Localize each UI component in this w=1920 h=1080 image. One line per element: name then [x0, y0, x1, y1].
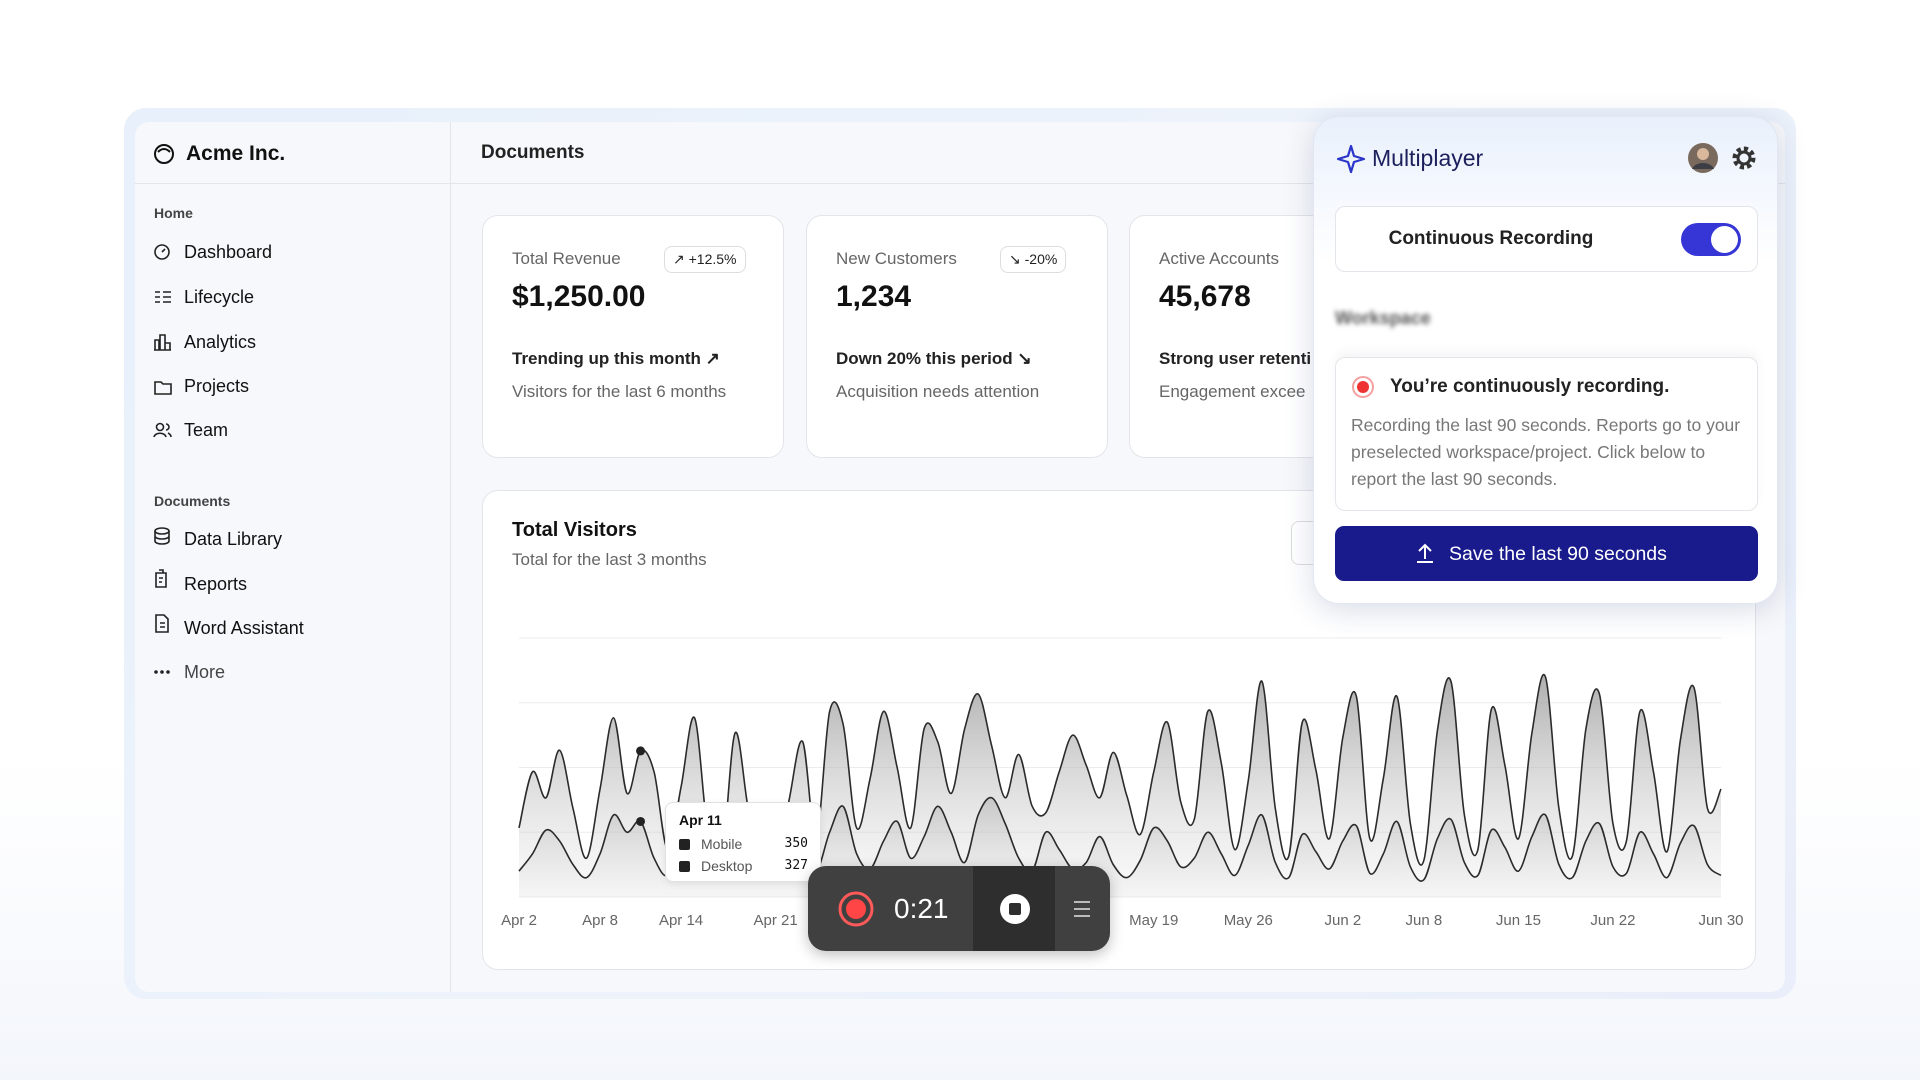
nav-item[interactable]: Dashboard: [184, 242, 273, 262]
tooltip-dot: [636, 746, 646, 756]
recorder: 0:21: [808, 866, 1110, 951]
notice-title: You’re continuously recording.: [1390, 376, 1670, 397]
card-note: Visitors for the last 6 months: [512, 382, 727, 401]
avatar[interactable]: [1686, 141, 1720, 175]
multiplayer-logo: [1336, 144, 1366, 174]
card-label: New Customers: [836, 249, 957, 268]
chart-subtitle: Total for the last 3 months: [512, 550, 707, 569]
popup-brand: Multiplayer: [1372, 145, 1484, 171]
x-tick-label: May 26: [1224, 912, 1273, 929]
x-tick-label: Jun 2: [1324, 912, 1361, 929]
record-dot: [1352, 376, 1374, 398]
nav-item[interactable]: More: [184, 662, 226, 682]
toggle-label: Continuous Recording: [1388, 228, 1594, 249]
x-tick-label: Jun 30: [1698, 912, 1743, 929]
save-button[interactable]: Save the last 90 seconds: [1335, 526, 1758, 581]
nav-item[interactable]: Lifecycle: [184, 287, 255, 307]
menu-icon[interactable]: [1070, 897, 1094, 921]
notice-body: Recording the last 90 seconds. Reports g…: [1351, 415, 1741, 489]
badge-text: -20%: [1024, 251, 1058, 267]
card-value: 1,234: [836, 280, 912, 313]
x-tick-label: Jun 15: [1496, 912, 1541, 929]
tooltip: Apr 11 Mobile 350 Desktop 327: [665, 802, 821, 882]
chart-card: Total Visitors Total for the last 3 mont…: [482, 490, 1756, 970]
tooltip-dot: [636, 816, 646, 826]
stop-button[interactable]: [973, 866, 1055, 951]
toggle-row: Continuous Recording: [1335, 206, 1758, 272]
multiplayer-popup: Multiplayer Continuous Recording Workspa…: [1313, 116, 1778, 604]
section-label: Workspace: [1335, 308, 1431, 328]
toggle[interactable]: [1681, 223, 1741, 256]
card-trend: Strong user retenti: [1159, 349, 1312, 368]
tooltip-value: 350: [784, 836, 808, 851]
chart-title: Total Visitors: [512, 519, 637, 541]
x-tick-label: Apr 2: [501, 912, 537, 929]
divider: [451, 183, 1785, 184]
x-tick-label: Apr 8: [582, 912, 618, 929]
badge-text: +12.5%: [688, 251, 737, 267]
x-tick-label: May 19: [1129, 912, 1178, 929]
card-badge: ↗ +12.5%: [664, 246, 746, 273]
nav-item[interactable]: Analytics: [184, 332, 257, 352]
nav-icons: [153, 244, 172, 674]
record-time: 0:21: [894, 893, 949, 924]
nav-item[interactable]: Word Assistant: [184, 618, 304, 638]
nav-item[interactable]: Team: [184, 420, 229, 440]
x-tick-label: Apr 21: [754, 912, 798, 929]
stop-icon: [1000, 894, 1030, 924]
legend-label: Mobile: [701, 836, 743, 852]
card-value: 45,678: [1159, 280, 1251, 313]
card-label: Total Revenue: [512, 249, 621, 268]
tooltip-value: 327: [784, 858, 808, 873]
section-title: Documents: [154, 493, 231, 509]
nav-item[interactable]: Projects: [184, 376, 250, 396]
page-title: Documents: [481, 142, 585, 163]
nav-item[interactable]: Data Library: [184, 529, 283, 549]
sidebar: Acme Inc. Home Dashboard Lifecycle Analy…: [135, 122, 451, 992]
toggle-knob: [1711, 226, 1738, 253]
section-title: Home: [154, 205, 193, 221]
x-tick-label: Jun 8: [1406, 912, 1443, 929]
card-value: $1,250.00: [512, 280, 646, 313]
trend-text: Down 20% this period: [836, 349, 1013, 368]
card-trend: Down 20% this period ↘: [836, 349, 1032, 368]
x-tick-label: Apr 14: [659, 912, 703, 929]
stat-card: Total Revenue ↗ +12.5% $1,250.00 Trendin…: [482, 215, 784, 458]
area-line: [518, 673, 1722, 871]
save-button-label: Save the last 90 seconds: [1449, 543, 1667, 565]
upload-icon: [1417, 543, 1433, 563]
card-note: Engagement excee: [1159, 382, 1306, 401]
settings-icon[interactable]: [1730, 144, 1758, 172]
legend-swatch: [679, 861, 690, 872]
x-tick-label: Jun 22: [1590, 912, 1635, 929]
card-label: Active Accounts: [1159, 249, 1280, 268]
card-trend: Trending up this month ↗: [512, 349, 720, 368]
brand-icon: [154, 144, 174, 164]
divider: [135, 183, 451, 184]
brand: Acme Inc.: [186, 142, 286, 165]
tooltip-title: Apr 11: [679, 812, 722, 828]
card-note: Acquisition needs attention: [836, 382, 1040, 401]
notice: You’re continuously recording. Recording…: [1335, 357, 1758, 511]
card-badge: ↘ -20%: [1000, 246, 1067, 273]
record-icon: [838, 891, 874, 927]
legend-swatch: [679, 839, 690, 850]
trend-text: Trending up this month: [512, 349, 701, 368]
stat-card: New Customers ↘ -20% 1,234 Down 20% this…: [806, 215, 1108, 458]
nav-item[interactable]: Reports: [184, 574, 248, 594]
legend-label: Desktop: [701, 858, 753, 874]
